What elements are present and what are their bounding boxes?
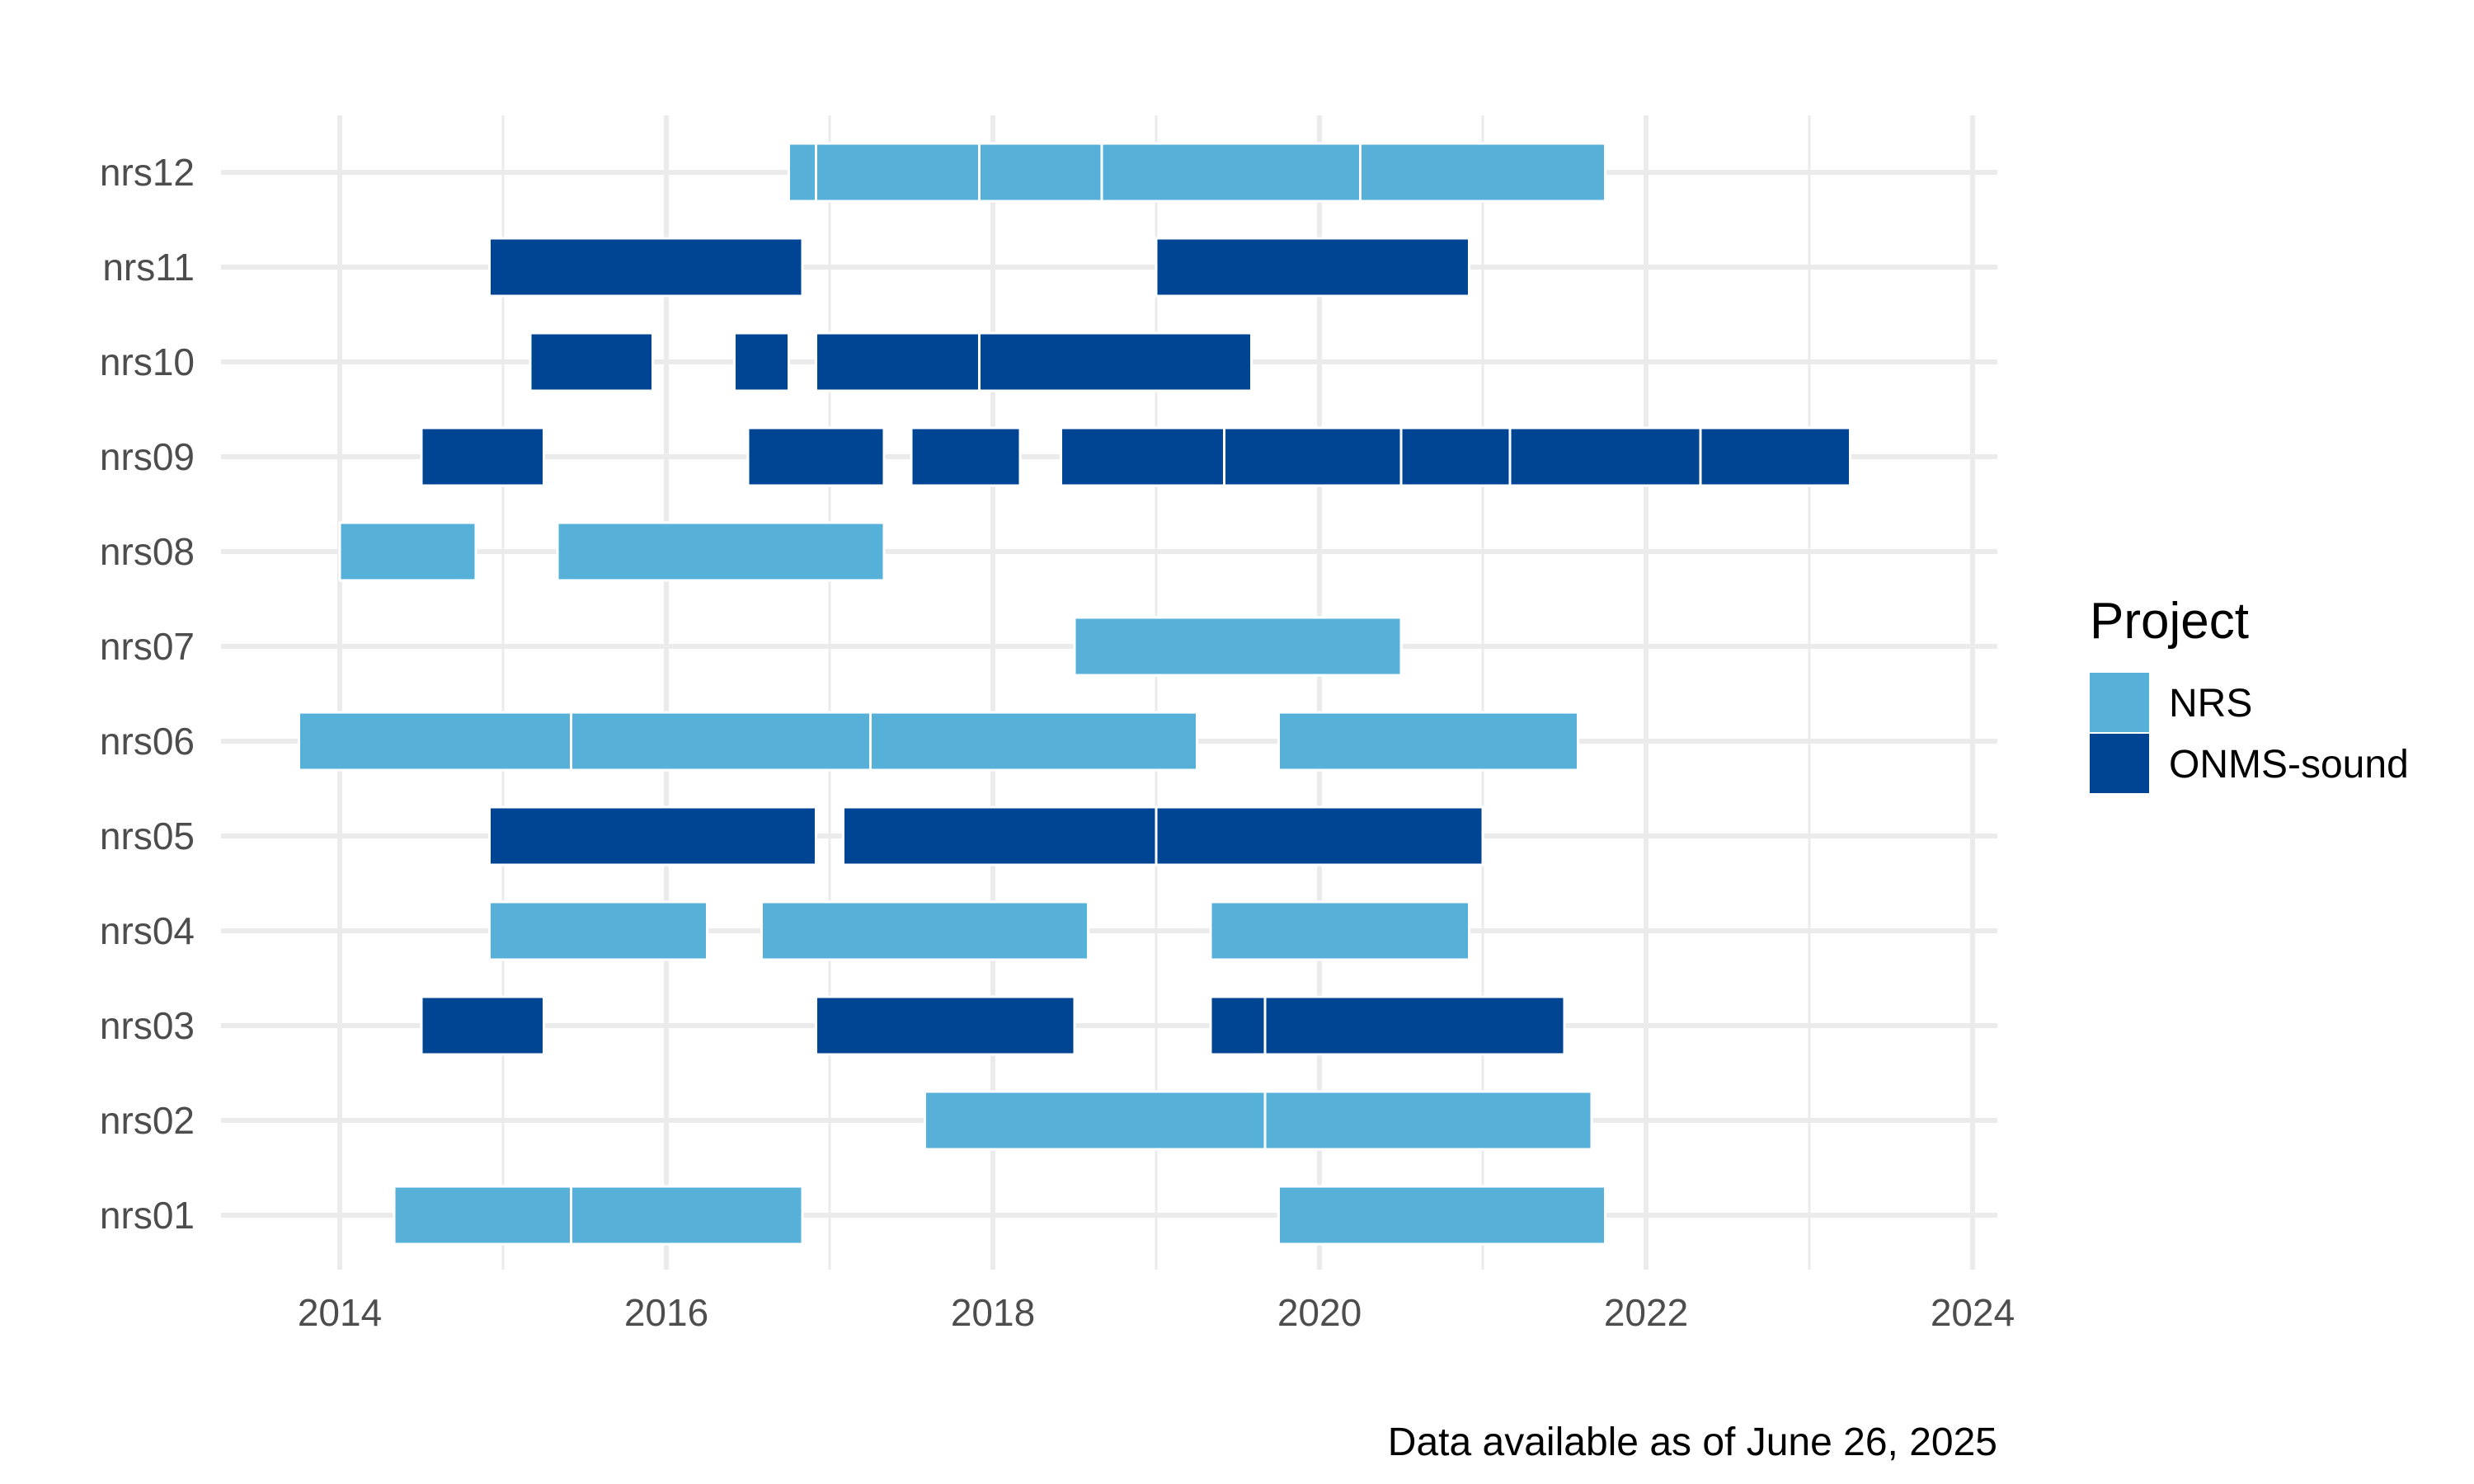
deployment-bar — [420, 995, 545, 1056]
deployment-bar — [1699, 426, 1851, 487]
y-tick-label: nrs08 — [100, 530, 195, 573]
x-tick-label: 2016 — [624, 1291, 708, 1334]
deployment-bar — [1508, 426, 1702, 487]
deployment-bar — [1155, 805, 1484, 866]
deployment-bar — [815, 995, 1076, 1056]
y-tick-label: nrs10 — [100, 340, 195, 383]
deployment-bar — [869, 711, 1198, 772]
deployment-bar — [570, 1185, 804, 1246]
deployment-bar — [924, 1090, 1267, 1151]
deployment-bar — [910, 426, 1022, 487]
x-tick-label: 2014 — [298, 1291, 382, 1334]
deployment-bar — [842, 805, 1158, 866]
y-tick-label: nrs01 — [100, 1194, 195, 1237]
deployment-bar — [1263, 1090, 1593, 1151]
deployment-bar — [1277, 711, 1579, 772]
deployment-bar — [556, 521, 886, 582]
deployment-bar — [1277, 1185, 1606, 1246]
deployment-bar — [1073, 616, 1403, 677]
x-tick-label: 2020 — [1277, 1291, 1362, 1334]
deployment-bar — [393, 1185, 572, 1246]
deployment-bar — [788, 142, 817, 203]
deployment-bar — [570, 711, 872, 772]
y-tick-label: nrs12 — [100, 151, 195, 194]
deployment-bar — [1100, 142, 1362, 203]
legend-label-nrs: NRS — [2169, 682, 2252, 726]
y-tick-label: nrs02 — [100, 1099, 195, 1142]
legend-label-onms-sound: ONMS-sound — [2169, 743, 2409, 787]
deployment-bar — [733, 331, 790, 392]
legend-swatch-nrs — [2090, 673, 2149, 732]
deployment-bar — [488, 805, 817, 866]
deployment-bar — [746, 426, 886, 487]
deployment-bar — [298, 711, 572, 772]
legend-title: Project — [2090, 593, 2249, 650]
deployment-bar — [488, 900, 708, 961]
x-tick-label: 2024 — [1931, 1291, 2015, 1334]
deployment-bar — [978, 331, 1253, 392]
legend-swatch-onms-sound — [2090, 734, 2149, 793]
deployment-bar — [978, 142, 1103, 203]
deployment-bar — [760, 900, 1089, 961]
deployment-bar — [1263, 995, 1566, 1056]
y-tick-label: nrs06 — [100, 720, 195, 763]
deployment-bar — [529, 331, 654, 392]
legend: Project NRS ONMS-sound — [2090, 593, 2409, 793]
chart-caption: Data available as of June 26, 2025 — [1388, 1421, 1997, 1464]
y-tick-label: nrs04 — [100, 909, 195, 952]
deployment-bar — [1359, 142, 1606, 203]
y-tick-label: nrs05 — [100, 815, 195, 857]
deployment-bar — [1399, 426, 1512, 487]
deployment-bar — [338, 521, 477, 582]
deployment-bar — [1209, 900, 1470, 961]
y-tick-label: nrs03 — [100, 1004, 195, 1047]
deployment-bar — [488, 237, 804, 298]
deployment-bar — [815, 331, 981, 392]
deployment-bar — [1060, 426, 1225, 487]
deployment-bar — [1209, 995, 1267, 1056]
x-axis-labels: 2014 2016 2018 2020 2022 2024 — [298, 1291, 2015, 1334]
deployment-bar — [1223, 426, 1403, 487]
y-tick-label: nrs09 — [100, 435, 195, 478]
deployment-bar — [420, 426, 545, 487]
x-tick-label: 2018 — [951, 1291, 1035, 1334]
y-tick-label: nrs11 — [102, 246, 195, 289]
deployment-bar — [815, 142, 981, 203]
deployment-bar — [1155, 237, 1470, 298]
x-tick-label: 2022 — [1604, 1291, 1688, 1334]
bars — [298, 142, 1851, 1246]
y-axis-labels: nrs01 nrs02 nrs03 nrs04 nrs05 nrs06 nrs07 nrs08… — [100, 151, 195, 1237]
y-tick-label: nrs07 — [100, 625, 195, 668]
